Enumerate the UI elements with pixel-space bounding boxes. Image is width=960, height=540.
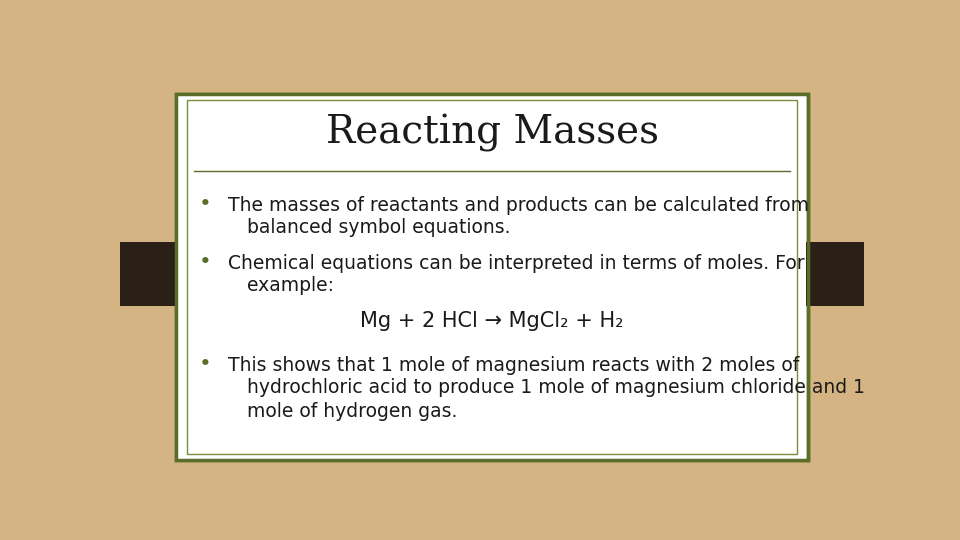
Text: balanced symbol equations.: balanced symbol equations.	[248, 218, 511, 237]
Text: hydrochloric acid to produce 1 mole of magnesium chloride and 1: hydrochloric acid to produce 1 mole of m…	[248, 379, 865, 397]
Bar	[771, 241, 864, 306]
Text: This shows that 1 mole of magnesium reacts with 2 moles of: This shows that 1 mole of magnesium reac…	[228, 356, 799, 375]
Text: mole of hydrogen gas.: mole of hydrogen gas.	[248, 402, 458, 421]
Text: Chemical equations can be interpreted in terms of moles. For: Chemical equations can be interpreted in…	[228, 254, 804, 273]
Text: •: •	[199, 252, 212, 272]
FancyBboxPatch shape	[176, 94, 808, 460]
Text: The masses of reactants and products can be calculated from: The masses of reactants and products can…	[228, 196, 809, 215]
Bar	[120, 241, 176, 306]
Text: example:: example:	[248, 276, 334, 295]
FancyBboxPatch shape	[178, 95, 806, 458]
Text: Reacting Masses: Reacting Masses	[325, 114, 659, 152]
Text: •: •	[199, 194, 212, 214]
Text: •: •	[199, 354, 212, 374]
Text: Mg + 2 HCl → MgCl₂ + H₂: Mg + 2 HCl → MgCl₂ + H₂	[360, 310, 624, 330]
